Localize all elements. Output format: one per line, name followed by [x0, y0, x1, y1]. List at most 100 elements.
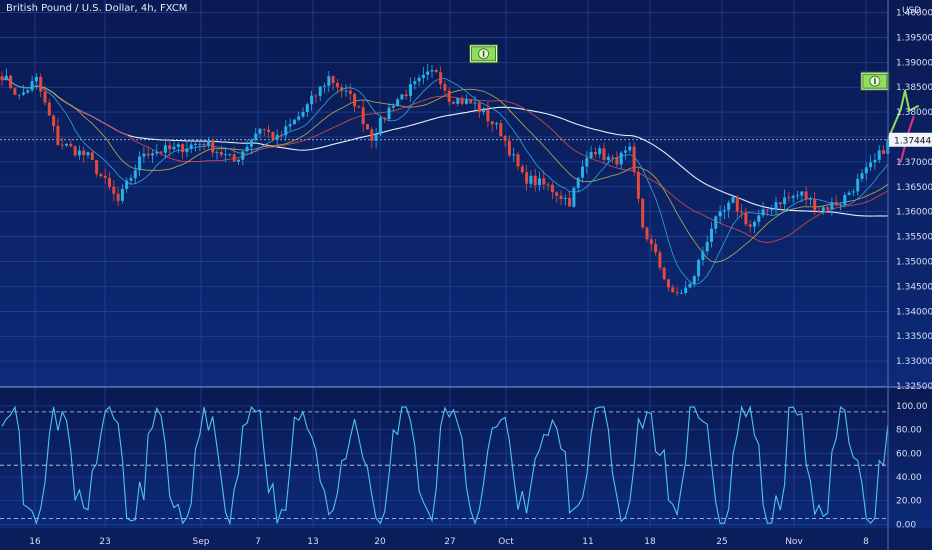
price-tick-label: 1.39500 [896, 33, 932, 43]
price-tick-label: 1.39000 [896, 58, 932, 68]
candle-body [215, 151, 219, 153]
candle-body [477, 102, 481, 113]
candle-body [323, 85, 326, 87]
date-tick-label: 7 [255, 537, 261, 547]
candle-body [241, 151, 245, 160]
candle-body [245, 146, 249, 152]
candle-body [482, 109, 486, 113]
candle-body [860, 173, 864, 179]
candle-body [636, 171, 640, 199]
price-tick-label: 1.38500 [896, 83, 932, 93]
date-tick-label: 18 [644, 537, 656, 547]
candle-body [615, 157, 619, 165]
candle-body [576, 177, 580, 188]
candle-body [65, 143, 68, 146]
candle-body [770, 209, 774, 211]
candle-body [851, 191, 855, 193]
candle-body [697, 260, 701, 277]
candle-body [516, 154, 520, 167]
chart-title: British Pound / U.S. Dollar, 4h, FXCM [6, 3, 188, 14]
candle-body [542, 178, 546, 185]
candle-body [671, 287, 675, 293]
money-badge-icon[interactable] [860, 71, 890, 91]
moving-averages [1, 77, 889, 285]
candle-body [679, 292, 683, 294]
candle-body [722, 210, 726, 212]
date-axis[interactable]: 16 23 Sep 7 13 20 27 Oct 11 18 25 Nov 8 [29, 537, 869, 547]
candle-body [430, 69, 434, 72]
candle-body [856, 178, 860, 192]
candle-body [452, 101, 455, 104]
candle-body [731, 197, 735, 203]
price-tick-label: 1.34500 [896, 282, 932, 292]
date-tick-label: Sep [193, 537, 210, 547]
candle-body [267, 129, 271, 132]
candle-body [873, 159, 877, 163]
price-tick-label: 1.35500 [896, 233, 932, 243]
candle-body [568, 198, 572, 207]
candle-body [344, 90, 348, 92]
candle-body [348, 90, 352, 94]
candle-body [39, 76, 43, 92]
last-price-tag [889, 132, 932, 147]
candle-body [778, 202, 782, 205]
price-pane-bg [0, 0, 932, 386]
candle-body [370, 129, 374, 141]
price-tick-label: 1.34000 [896, 307, 932, 317]
candle-body [473, 102, 477, 104]
candle-body [340, 87, 344, 91]
candle-body [361, 107, 365, 125]
candle-body [262, 128, 266, 130]
money-badge-icon[interactable] [469, 44, 499, 64]
candle-body [710, 228, 713, 242]
candle-body [275, 135, 279, 140]
osc-tick-label: 20.00 [896, 497, 922, 507]
candle-body [310, 95, 314, 105]
candle-body [60, 144, 64, 146]
price-tick-label: 1.38000 [896, 108, 932, 118]
candle-body [331, 76, 335, 83]
candle-body [869, 162, 873, 168]
oscillator-pane-bg [0, 388, 932, 528]
candle-body [761, 209, 765, 216]
forecast-up-path [886, 89, 919, 141]
candle-body [159, 151, 163, 153]
candle-body [645, 227, 649, 240]
oscillator [1, 405, 889, 526]
candle-body [559, 195, 563, 199]
forecast [886, 89, 919, 163]
candle-body [688, 283, 692, 288]
candle-body [129, 178, 133, 181]
candle-body [254, 133, 258, 141]
candle-body [301, 112, 305, 117]
candle-body [318, 86, 322, 96]
candle-body [490, 121, 494, 125]
candle-body [288, 124, 292, 127]
candle-body [774, 202, 778, 210]
candle-body [817, 210, 821, 212]
candle-body [271, 131, 275, 140]
candle-body [864, 167, 868, 174]
candle-body [219, 151, 223, 156]
candle-body [417, 77, 421, 82]
candle-body [9, 75, 13, 89]
candle-body [292, 119, 296, 125]
candle-body [181, 144, 185, 153]
candle-body [813, 198, 817, 211]
candle-body [593, 152, 597, 155]
candle-body [783, 197, 787, 205]
candle-body [765, 209, 769, 211]
candle-body [486, 109, 490, 122]
candle-body [611, 156, 615, 158]
candle-body [495, 123, 498, 125]
candle-body [654, 244, 658, 253]
candle-body [529, 175, 533, 184]
candle-body [404, 94, 408, 97]
candle-body [383, 117, 387, 120]
candle-body [69, 143, 73, 147]
date-tick-label: 11 [582, 537, 593, 547]
osc-tick-label: 60.00 [896, 449, 922, 459]
candle-body [684, 287, 688, 293]
candle-body [434, 69, 438, 73]
